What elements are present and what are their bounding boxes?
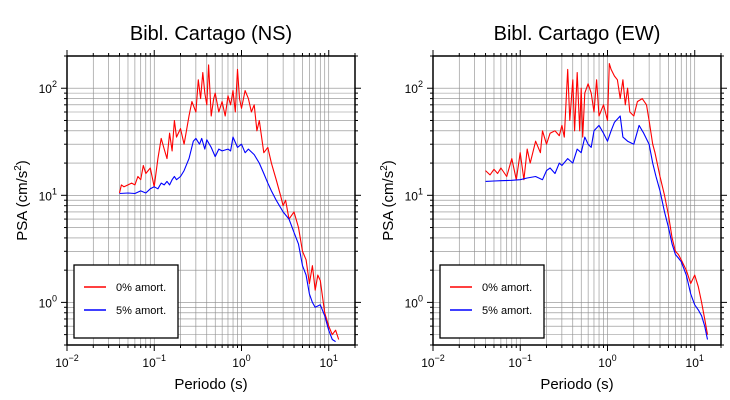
y-tick-label: 100: [39, 293, 57, 310]
series-line-amort-5: [485, 115, 709, 340]
legend-label: 5% amort.: [116, 305, 166, 317]
legend: 0% amort. 5% amort.: [73, 264, 179, 339]
y-axis-label: PSA (cm/s2): [379, 160, 397, 241]
series-line-amort-5: [119, 136, 336, 343]
y-tick-label: 102: [405, 79, 423, 96]
x-tick-label: 100: [232, 353, 250, 370]
series-line-amort-0: [118, 64, 340, 340]
series-line-amort-0: [485, 63, 709, 335]
x-axis-label: Periodo (s): [540, 376, 613, 393]
y-tick-label: 100: [405, 293, 423, 310]
x-tick-label: 101: [686, 353, 704, 370]
y-axis-label: PSA (cm/s2): [13, 160, 31, 241]
legend-box: [439, 264, 545, 339]
y-tick-label: 101: [405, 186, 423, 203]
chart-title: Bibl. Cartago (NS): [130, 23, 292, 45]
x-tick-label: 10−2: [421, 353, 445, 370]
chart-panel-ew: 10−2 10−1 100 101 100 101 102 Bibl. Cartago (EW…: [379, 23, 727, 393]
tick-marks: [427, 50, 727, 351]
legend-label: 5% amort.: [482, 305, 532, 317]
x-tick-label: 10−2: [55, 353, 79, 370]
x-tick-label: 101: [320, 353, 338, 370]
x-tick-label: 10−1: [142, 353, 166, 370]
x-tick-label: 10−1: [508, 353, 532, 370]
legend-box: [73, 264, 179, 339]
chart-title: Bibl. Cartago (EW): [494, 23, 661, 45]
y-tick-label: 102: [39, 79, 57, 96]
legend-label: 0% amort.: [116, 282, 166, 294]
tick-marks: [61, 50, 361, 351]
chart-panel-ns: 10−2 10−1 100 101 100 101 102 Bibl. Cartago (NS…: [13, 23, 361, 393]
x-axis-label: Periodo (s): [174, 376, 247, 393]
y-tick-label: 101: [39, 186, 57, 203]
grid: [66, 55, 356, 346]
legend: 0% amort. 5% amort.: [439, 264, 545, 339]
x-tick-label: 100: [598, 353, 616, 370]
legend-label: 0% amort.: [482, 282, 532, 294]
